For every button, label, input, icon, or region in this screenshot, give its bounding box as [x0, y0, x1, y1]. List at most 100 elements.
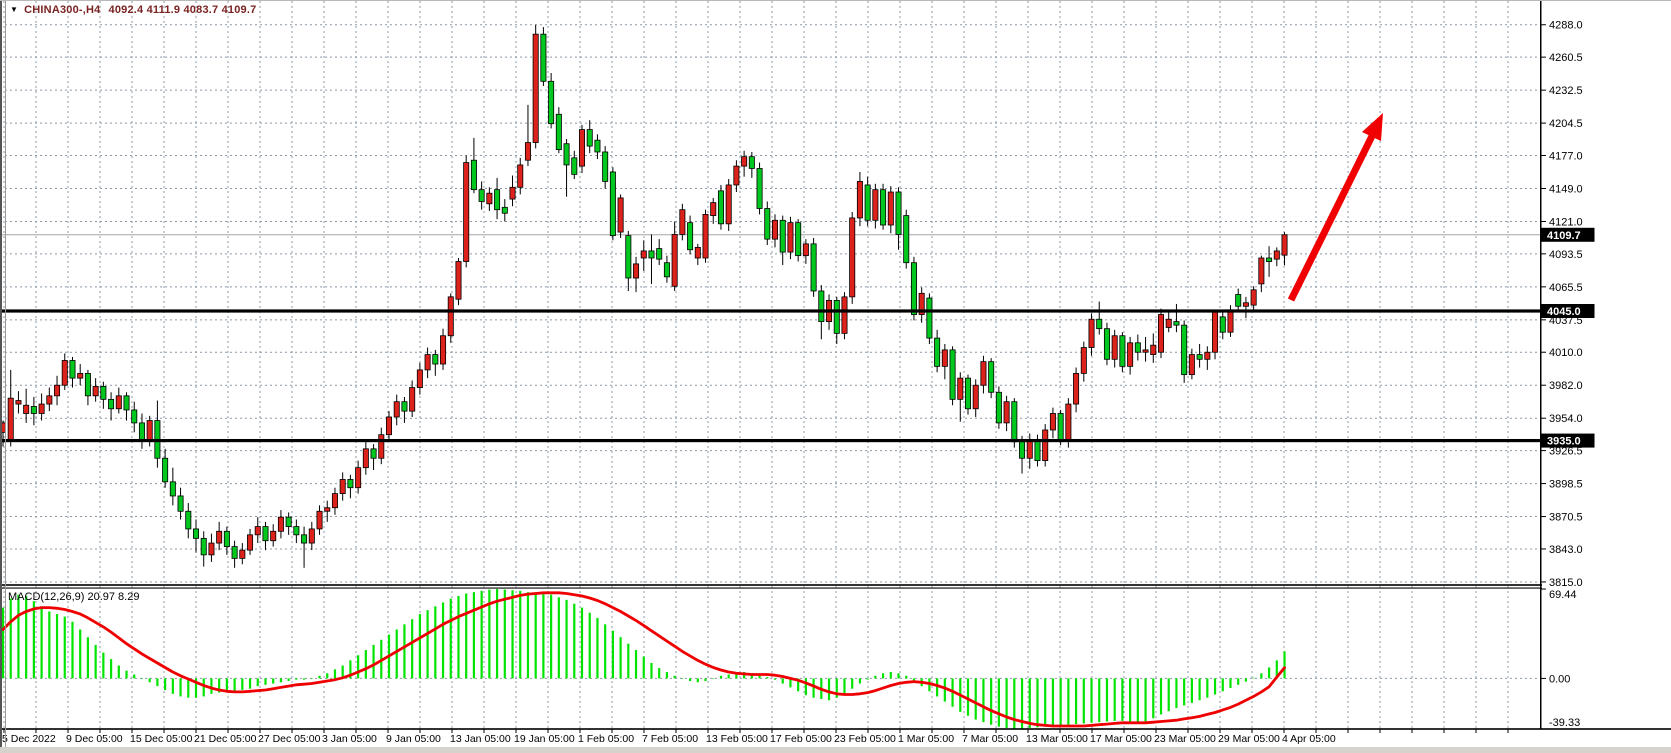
- price-axis[interactable]: 4288.0 4260.5 4232.5 4204.5 4177.0 4149.0 4121…: [1540, 20, 1583, 589]
- candle-bull[interactable]: [841, 296, 848, 334]
- candle-bear[interactable]: [764, 208, 771, 240]
- candle-bull[interactable]: [362, 448, 369, 469]
- candle-bull[interactable]: [980, 361, 987, 386]
- candle-bull[interactable]: [316, 510, 323, 530]
- candle-bear[interactable]: [1019, 441, 1026, 459]
- candle-bull[interactable]: [254, 526, 261, 536]
- candle-bull[interactable]: [1003, 401, 1010, 424]
- candle-bear[interactable]: [1119, 335, 1126, 367]
- candle-bear[interactable]: [648, 250, 655, 259]
- candle-bear[interactable]: [833, 299, 840, 334]
- candle-bear[interactable]: [231, 546, 238, 559]
- candle-bear[interactable]: [555, 113, 562, 151]
- candle-bear[interactable]: [1173, 321, 1180, 326]
- candle-bear[interactable]: [432, 354, 439, 365]
- candle-bull[interactable]: [640, 250, 647, 259]
- candle-bull[interactable]: [1212, 311, 1219, 353]
- candle-bear[interactable]: [69, 360, 76, 379]
- candle-bear[interactable]: [880, 189, 887, 226]
- candle-bear[interactable]: [949, 349, 956, 400]
- candle-bull[interactable]: [532, 33, 539, 143]
- candle-bear[interactable]: [1219, 316, 1226, 333]
- candle-bull[interactable]: [733, 165, 740, 186]
- candle-bull[interactable]: [741, 156, 748, 167]
- candle-bull[interactable]: [393, 401, 400, 418]
- candle-bear[interactable]: [988, 361, 995, 393]
- candle-bear[interactable]: [30, 406, 37, 414]
- candle-bear[interactable]: [1011, 401, 1018, 443]
- candle-bear[interactable]: [1057, 413, 1064, 440]
- candle-bear[interactable]: [540, 33, 547, 82]
- candle-bull[interactable]: [972, 384, 979, 410]
- candle-bull[interactable]: [633, 263, 640, 279]
- candle-bull[interactable]: [15, 400, 22, 405]
- candle-bear[interactable]: [1034, 439, 1041, 462]
- candle-bull[interactable]: [277, 516, 284, 532]
- candle-bear[interactable]: [795, 222, 802, 257]
- candle-bear[interactable]: [995, 391, 1002, 424]
- candle-bull[interactable]: [1042, 429, 1049, 462]
- candle-bear[interactable]: [779, 219, 786, 253]
- candle-bear[interactable]: [501, 206, 508, 214]
- candle-bear[interactable]: [192, 528, 199, 539]
- candle-bear[interactable]: [810, 243, 817, 292]
- candle-bear[interactable]: [169, 481, 176, 497]
- candle-bear[interactable]: [1196, 354, 1203, 360]
- candle-bear[interactable]: [594, 139, 601, 153]
- candle-bear[interactable]: [177, 495, 184, 512]
- candle-bear[interactable]: [1235, 294, 1242, 307]
- candle-bull[interactable]: [1080, 347, 1087, 374]
- candle-bull[interactable]: [772, 219, 779, 240]
- candle-bear[interactable]: [401, 401, 408, 412]
- candle-bear[interactable]: [84, 373, 91, 397]
- candle-bull[interactable]: [1281, 234, 1288, 256]
- candle-bull[interactable]: [331, 493, 338, 509]
- candle-bear[interactable]: [656, 248, 663, 260]
- candle-bull[interactable]: [1127, 342, 1134, 367]
- candle-bull[interactable]: [679, 209, 686, 235]
- candle-bull[interactable]: [941, 349, 948, 367]
- candle-bull[interactable]: [787, 222, 794, 253]
- candle-bull[interactable]: [440, 335, 447, 365]
- candle-bull[interactable]: [92, 385, 99, 397]
- candle-bull[interactable]: [509, 186, 516, 200]
- candle-bear[interactable]: [602, 151, 609, 182]
- candle-bear[interactable]: [285, 516, 292, 527]
- candle-bull[interactable]: [1242, 302, 1249, 307]
- candle-bull[interactable]: [1073, 373, 1080, 405]
- candle-bear[interactable]: [663, 262, 670, 278]
- candle-bear[interactable]: [748, 156, 755, 169]
- candle-bear[interactable]: [965, 377, 972, 410]
- candle-bull[interactable]: [802, 243, 809, 257]
- candle-bear[interactable]: [1181, 324, 1188, 376]
- candle-bull[interactable]: [872, 189, 879, 221]
- candle-bear[interactable]: [1103, 328, 1110, 360]
- candle-bear[interactable]: [1134, 342, 1141, 353]
- candle-bull[interactable]: [1227, 309, 1234, 333]
- candle-bull[interactable]: [324, 507, 331, 512]
- candle-bull[interactable]: [216, 530, 223, 544]
- candle-bull[interactable]: [1250, 289, 1257, 306]
- trend-arrow[interactable]: [1287, 113, 1383, 302]
- candle-bear[interactable]: [162, 457, 169, 483]
- candle-bear[interactable]: [138, 422, 145, 441]
- candle-bull[interactable]: [77, 373, 84, 379]
- symbol-dropdown-icon[interactable]: ▼: [10, 5, 19, 14]
- candle-bull[interactable]: [1258, 257, 1265, 285]
- candle-bull[interactable]: [1165, 318, 1172, 328]
- candle-bear[interactable]: [108, 398, 115, 410]
- candle-bear[interactable]: [625, 235, 632, 279]
- candle-bull[interactable]: [115, 395, 122, 410]
- candle-bull[interactable]: [710, 202, 717, 216]
- candle-bull[interactable]: [856, 181, 863, 219]
- candle-bear[interactable]: [864, 184, 871, 221]
- candle-bear[interactable]: [687, 222, 694, 251]
- candle-bull[interactable]: [1026, 439, 1033, 459]
- candle-bull[interactable]: [463, 162, 470, 262]
- candle-bull[interactable]: [455, 261, 462, 300]
- candle-bull[interactable]: [1111, 335, 1118, 360]
- macd-axis[interactable]: 69.44 0.00 -39.33: [1540, 588, 1580, 730]
- candle-bull[interactable]: [378, 434, 385, 459]
- candle-bull[interactable]: [355, 467, 362, 489]
- candle-bear[interactable]: [100, 385, 107, 400]
